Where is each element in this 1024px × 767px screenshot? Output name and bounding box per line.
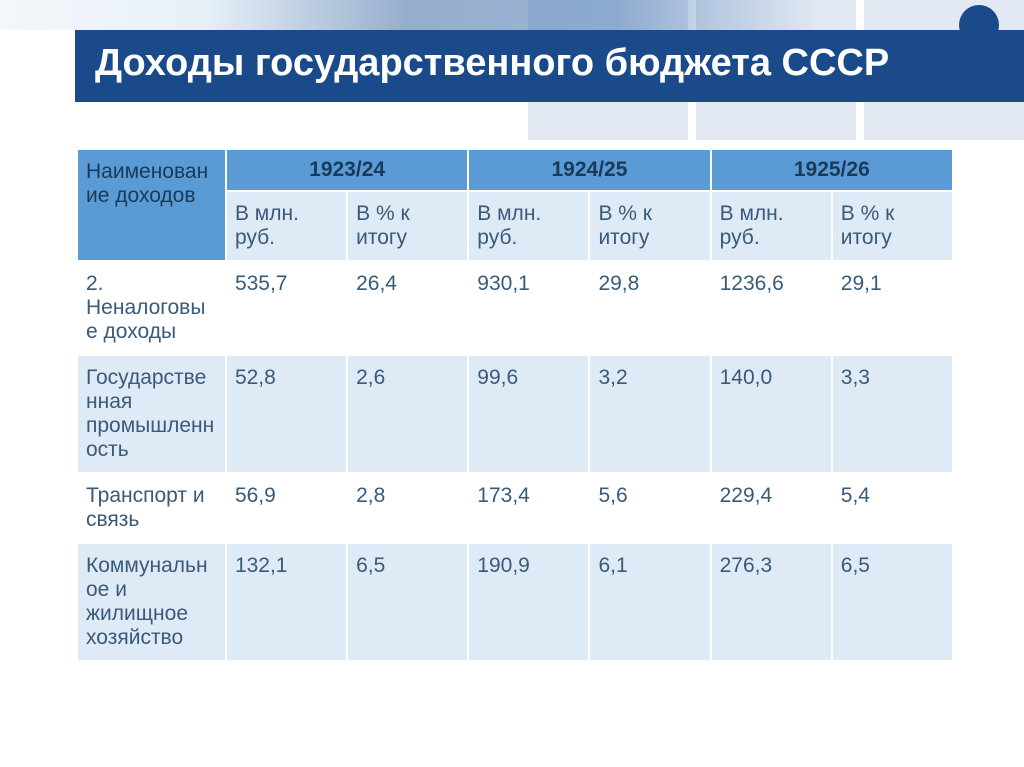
row-label: Государственная промышленность bbox=[77, 355, 226, 473]
cell: 29,1 bbox=[832, 261, 953, 355]
col-header-year: 1924/25 bbox=[468, 149, 710, 191]
cell: 535,7 bbox=[226, 261, 347, 355]
cell: 29,8 bbox=[589, 261, 710, 355]
col-header-year: 1923/24 bbox=[226, 149, 468, 191]
cell: 3,3 bbox=[832, 355, 953, 473]
col-header-year: 1925/26 bbox=[711, 149, 953, 191]
col-subheader: В % к итогу bbox=[347, 191, 468, 261]
row-label: Коммунальное и жилищное хозяйство bbox=[77, 543, 226, 661]
cell: 6,5 bbox=[347, 543, 468, 661]
cell: 930,1 bbox=[468, 261, 589, 355]
cell: 140,0 bbox=[711, 355, 832, 473]
col-header-name: Наименование доходов bbox=[77, 149, 226, 261]
table-year-header-row: Наименование доходов 1923/24 1924/25 192… bbox=[77, 149, 953, 191]
cell: 5,4 bbox=[832, 473, 953, 543]
col-subheader: В млн. руб. bbox=[711, 191, 832, 261]
cell: 6,5 bbox=[832, 543, 953, 661]
table-row: Коммунальное и жилищное хозяйство 132,1 … bbox=[77, 543, 953, 661]
page-title: Доходы государственного бюджета СССР bbox=[75, 30, 1024, 102]
table-row: Транспорт и связь 56,9 2,8 173,4 5,6 229… bbox=[77, 473, 953, 543]
row-label: Транспорт и связь bbox=[77, 473, 226, 543]
cell: 56,9 bbox=[226, 473, 347, 543]
table-row: Государственная промышленность 52,8 2,6 … bbox=[77, 355, 953, 473]
cell: 52,8 bbox=[226, 355, 347, 473]
table-row: 2. Неналоговые доходы 535,7 26,4 930,1 2… bbox=[77, 261, 953, 355]
row-label: 2. Неналоговые доходы bbox=[77, 261, 226, 355]
cell: 229,4 bbox=[711, 473, 832, 543]
cell: 99,6 bbox=[468, 355, 589, 473]
cell: 173,4 bbox=[468, 473, 589, 543]
cell: 190,9 bbox=[468, 543, 589, 661]
col-subheader: В млн. руб. bbox=[468, 191, 589, 261]
col-subheader: В млн. руб. bbox=[226, 191, 347, 261]
cell: 6,1 bbox=[589, 543, 710, 661]
cell: 5,6 bbox=[589, 473, 710, 543]
cell: 1236,6 bbox=[711, 261, 832, 355]
cell: 26,4 bbox=[347, 261, 468, 355]
budget-table: Наименование доходов 1923/24 1924/25 192… bbox=[75, 147, 955, 663]
cell: 132,1 bbox=[226, 543, 347, 661]
cell: 2,8 bbox=[347, 473, 468, 543]
table-body: 2. Неналоговые доходы 535,7 26,4 930,1 2… bbox=[77, 261, 953, 661]
cell: 2,6 bbox=[347, 355, 468, 473]
col-subheader: В % к итогу bbox=[589, 191, 710, 261]
cell: 276,3 bbox=[711, 543, 832, 661]
cell: 3,2 bbox=[589, 355, 710, 473]
col-subheader: В % к итогу bbox=[832, 191, 953, 261]
